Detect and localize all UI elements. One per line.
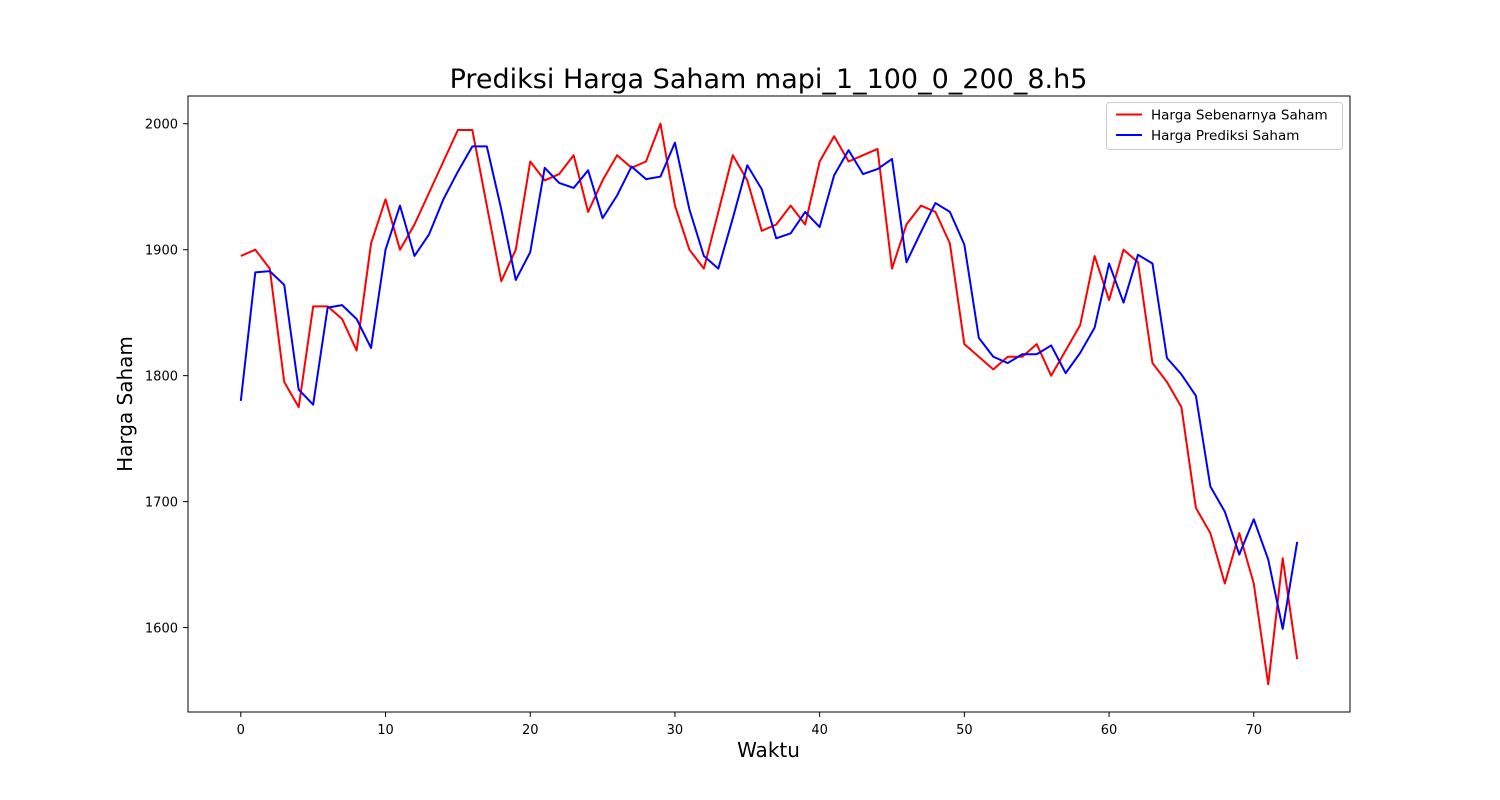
y-tick-label: 1900 [145,244,178,259]
legend: Harga Sebenarnya Saham Harga Prediksi Sa… [1106,102,1343,150]
x-axis-title: Waktu [737,738,800,762]
y-axis: 1600 1700 1800 1900 2000 [145,118,188,637]
y-tick-label: 1800 [145,370,178,385]
series-layer [239,122,1299,686]
x-tick-label: 0 [237,723,245,738]
x-tick-label: 40 [811,723,828,738]
x-tick-label: 70 [1245,723,1262,738]
legend-label-harga-prediksi: Harga Prediksi Saham [1151,128,1299,144]
x-tick-label: 10 [377,723,394,738]
legend-box [1106,102,1343,150]
x-tick-label: 20 [522,723,539,738]
plot-frame [187,95,1351,713]
chart-title: Prediksi Harga Saham mapi_1_100_0_200_8.… [450,64,1088,95]
x-tick-label: 50 [956,723,973,738]
plot-area [188,96,1350,712]
series-line-1 [239,141,1299,630]
x-axis: 0 10 20 30 40 50 60 70 [237,712,1262,738]
y-tick-label: 2000 [145,118,178,133]
y-tick-label: 1600 [145,622,178,637]
y-axis-title: Harga Saham [113,336,137,472]
x-tick-label: 30 [667,723,684,738]
y-tick-label: 1700 [145,496,178,511]
x-tick-label: 60 [1101,723,1118,738]
series-line-0 [240,122,1299,686]
legend-label-harga-sebenarnya: Harga Sebenarnya Saham [1151,108,1328,124]
